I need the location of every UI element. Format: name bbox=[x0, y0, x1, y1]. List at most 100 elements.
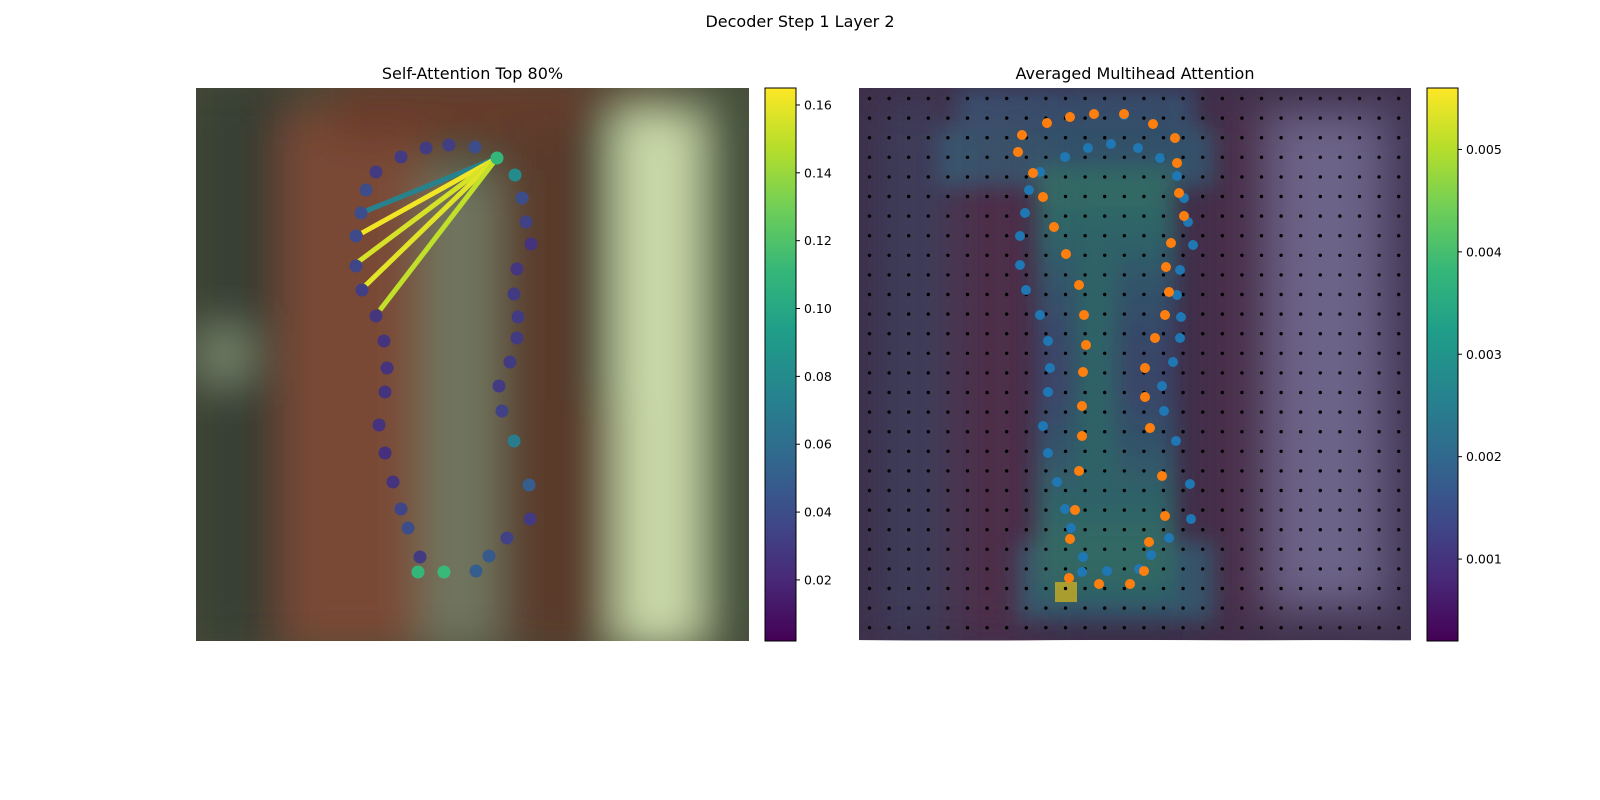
grid-dot bbox=[985, 567, 989, 571]
grid-dot bbox=[1122, 430, 1127, 434]
grid-dot bbox=[1181, 567, 1185, 571]
grid-dot bbox=[1220, 410, 1225, 414]
grid-dot bbox=[1279, 626, 1283, 630]
grid-dot bbox=[926, 136, 930, 140]
grid-dot bbox=[1318, 508, 1323, 512]
grid-dot bbox=[907, 155, 911, 159]
grid-dot bbox=[887, 96, 891, 101]
grid-dot bbox=[965, 626, 970, 630]
grid-dot bbox=[1024, 194, 1029, 199]
grid-dot bbox=[1063, 292, 1068, 297]
grid-dot bbox=[1279, 508, 1283, 512]
grid-dot bbox=[1044, 508, 1048, 512]
grid-dot bbox=[1220, 96, 1225, 101]
grid-dot bbox=[1181, 410, 1185, 414]
grid-dot bbox=[1063, 626, 1068, 630]
grid-dot bbox=[1318, 488, 1323, 493]
grid-dot bbox=[887, 292, 891, 297]
grid-dot bbox=[1377, 410, 1381, 414]
grid-dot bbox=[1220, 136, 1225, 140]
grid-dot bbox=[887, 116, 891, 120]
grid-dot bbox=[1259, 626, 1264, 630]
blue-point bbox=[1043, 387, 1053, 397]
grid-dot bbox=[1377, 253, 1381, 257]
orange-point bbox=[1077, 401, 1087, 411]
grid-dot bbox=[1259, 155, 1264, 159]
self-attention-point bbox=[495, 404, 509, 418]
grid-dot bbox=[867, 488, 872, 493]
self-attention-point bbox=[507, 287, 521, 301]
self-attention-point bbox=[419, 141, 433, 155]
grid-dot bbox=[1338, 586, 1342, 591]
grid-dot bbox=[1161, 626, 1166, 630]
grid-dot bbox=[1103, 214, 1107, 218]
grid-dot bbox=[1377, 332, 1381, 336]
grid-dot bbox=[1063, 606, 1068, 610]
orange-point bbox=[1148, 119, 1158, 129]
grid-dot bbox=[1103, 390, 1107, 395]
grid-dot bbox=[1181, 547, 1185, 551]
grid-dot bbox=[1181, 390, 1185, 395]
grid-dot bbox=[1279, 351, 1283, 355]
grid-dot bbox=[1220, 234, 1225, 238]
grid-dot bbox=[1063, 586, 1068, 591]
grid-dot bbox=[1005, 547, 1009, 551]
grid-dot bbox=[1259, 312, 1264, 316]
grid-dot bbox=[1122, 371, 1127, 375]
grid-dot bbox=[867, 606, 872, 610]
orange-point bbox=[1166, 238, 1176, 248]
grid-dot bbox=[1220, 175, 1225, 179]
grid-dot bbox=[1240, 547, 1244, 551]
grid-dot bbox=[1299, 116, 1303, 120]
grid-dot bbox=[985, 96, 989, 101]
grid-dot bbox=[887, 410, 891, 414]
grid-dot bbox=[965, 469, 970, 473]
grid-dot bbox=[1318, 390, 1323, 395]
grid-dot bbox=[1240, 175, 1244, 179]
grid-dot bbox=[1357, 194, 1362, 199]
grid-dot bbox=[1161, 96, 1166, 101]
grid-dot bbox=[1397, 488, 1401, 493]
grid-dot bbox=[946, 430, 950, 434]
self-attention-point bbox=[394, 502, 408, 516]
grid-dot bbox=[926, 371, 930, 375]
blue-point bbox=[1106, 139, 1116, 149]
grid-dot bbox=[1377, 116, 1381, 120]
grid-dot bbox=[1181, 292, 1185, 297]
grid-dot bbox=[1279, 96, 1283, 101]
orange-point bbox=[1160, 310, 1170, 320]
grid-dot bbox=[887, 351, 891, 355]
grid-dot bbox=[1161, 194, 1166, 199]
grid-dot bbox=[1103, 351, 1107, 355]
grid-dot bbox=[985, 508, 989, 512]
grid-dot bbox=[1299, 508, 1303, 512]
grid-dot bbox=[1357, 449, 1362, 453]
grid-dot bbox=[1063, 175, 1068, 179]
grid-dot bbox=[1259, 234, 1264, 238]
blue-point bbox=[1024, 185, 1034, 195]
grid-dot bbox=[1122, 253, 1127, 257]
grid-dot bbox=[1005, 253, 1009, 257]
grid-dot bbox=[1063, 488, 1068, 493]
grid-dot bbox=[1083, 253, 1087, 257]
grid-dot bbox=[1397, 508, 1401, 512]
grid-dot bbox=[867, 390, 872, 395]
grid-dot bbox=[1299, 488, 1303, 493]
grid-dot bbox=[1377, 371, 1381, 375]
grid-dot bbox=[1318, 626, 1323, 630]
grid-dot bbox=[1122, 626, 1127, 630]
grid-dot bbox=[1024, 410, 1029, 414]
grid-dot bbox=[907, 430, 911, 434]
grid-dot bbox=[1338, 312, 1342, 316]
grid-dot bbox=[1240, 351, 1244, 355]
grid-dot bbox=[1377, 234, 1381, 238]
grid-dot bbox=[1083, 528, 1087, 532]
grid-dot bbox=[1397, 586, 1401, 591]
grid-dot bbox=[867, 371, 872, 375]
self-attention-point bbox=[500, 531, 514, 545]
grid-dot bbox=[1259, 606, 1264, 610]
grid-dot bbox=[1299, 430, 1303, 434]
grid-dot bbox=[1005, 312, 1009, 316]
grid-dot bbox=[1357, 351, 1362, 355]
